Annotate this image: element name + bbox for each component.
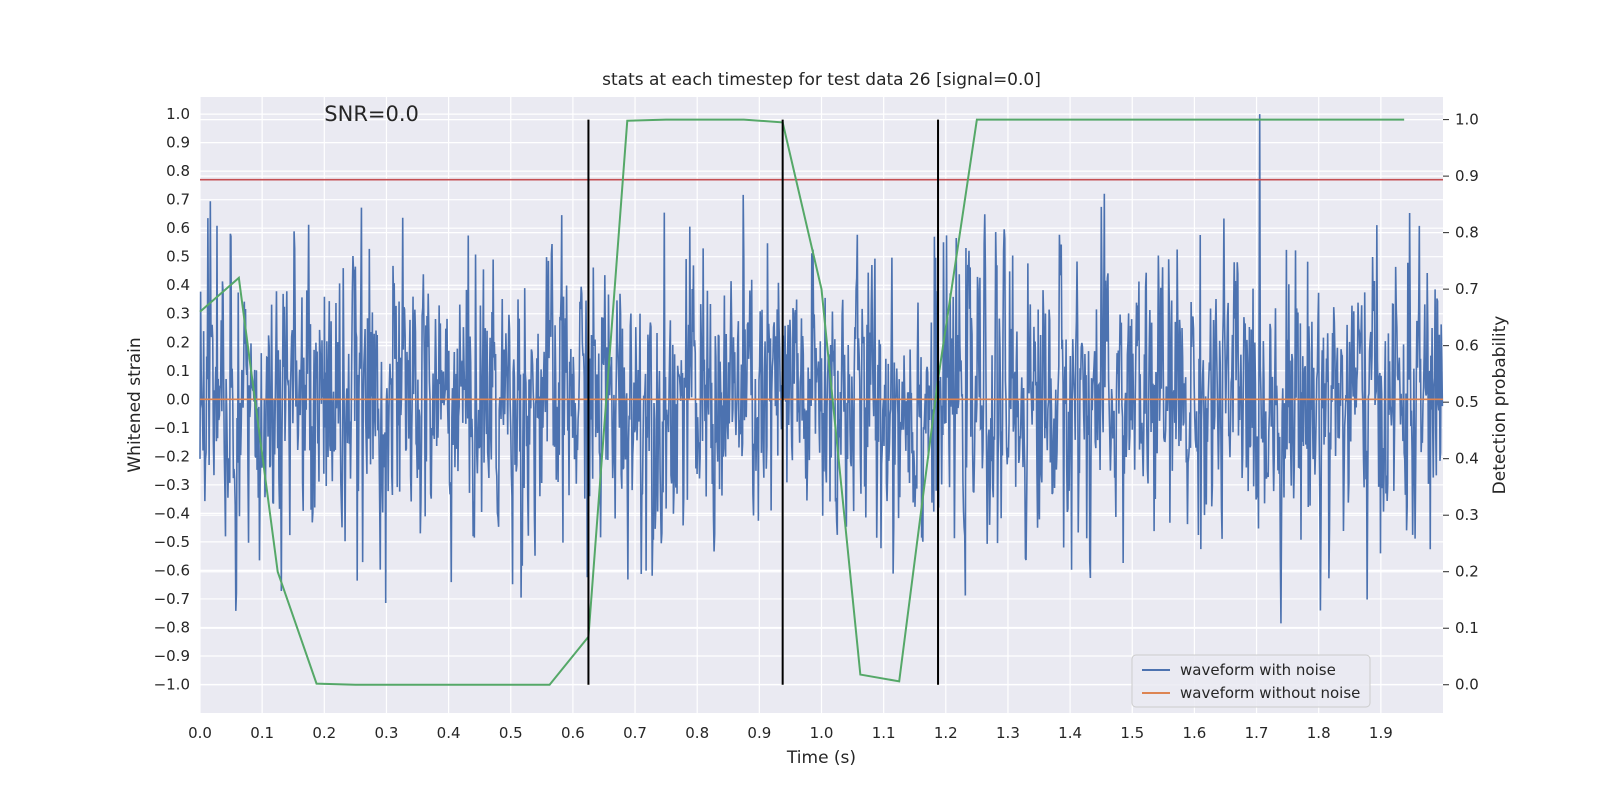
- x-tick-label: 0.6: [561, 724, 585, 742]
- y2-tick-label: 0.9: [1455, 167, 1479, 185]
- y-tick-label: 0.9: [166, 134, 190, 152]
- y2-tick-label: 0.0: [1455, 676, 1479, 694]
- y-tick-label: −0.2: [154, 447, 190, 465]
- x-tick-label: 0.7: [623, 724, 647, 742]
- x-tick-label: 1.5: [1120, 724, 1144, 742]
- y-tick-label: 0.2: [166, 333, 190, 351]
- y-tick-label: −0.5: [154, 533, 190, 551]
- y-axis-label: Whitened strain: [125, 337, 145, 472]
- y2-tick-label: 0.7: [1455, 280, 1479, 298]
- legend: waveform with noise waveform without noi…: [1131, 654, 1371, 708]
- y-tick-label: −0.1: [154, 419, 190, 437]
- y2-tick-label: 0.8: [1455, 224, 1479, 242]
- x-axis-label: Time (s): [786, 748, 856, 768]
- y-tick-label: −0.8: [154, 618, 190, 636]
- y-tick-label: −0.9: [154, 647, 190, 665]
- x-tick-label: 0.3: [375, 724, 399, 742]
- y-tick-label: 0.6: [166, 219, 190, 237]
- y-tick-label: 1.0: [166, 105, 190, 123]
- series-detection-probability: [199, 118, 1405, 686]
- x-tick-label: 0.8: [685, 724, 709, 742]
- y-tick-label: −0.6: [154, 561, 190, 579]
- series-waveform-with-noise: [199, 114, 1444, 624]
- x-tick-label: 0.5: [499, 724, 523, 742]
- y2-tick-label: 0.4: [1455, 450, 1479, 468]
- x-tick-label: 0.4: [437, 724, 461, 742]
- y2-tick-label: 0.1: [1455, 619, 1479, 637]
- x-tick-label: 1.0: [810, 724, 834, 742]
- x-tick-label: 1.8: [1307, 724, 1331, 742]
- legend-label-noisy: waveform with noise: [1180, 661, 1336, 679]
- y2-tick-label: 1.0: [1455, 111, 1479, 129]
- y-tick-label: 0.1: [166, 362, 190, 380]
- x-tick-label: 1.4: [1058, 724, 1082, 742]
- y-tick-label: −0.7: [154, 590, 190, 608]
- x-tick-label: 1.3: [996, 724, 1020, 742]
- y-tick-label: −0.3: [154, 476, 190, 494]
- legend-label-clean: waveform without noise: [1180, 684, 1360, 702]
- chart-title: stats at each timestep for test data 26 …: [602, 70, 1041, 90]
- y-tick-label: 0.5: [166, 248, 190, 266]
- y-tick-label: 0.4: [166, 276, 190, 294]
- x-tick-label: 1.1: [872, 724, 896, 742]
- y-tick-label: 0.8: [166, 162, 190, 180]
- x-tick-label: 0.9: [747, 724, 771, 742]
- y2-tick-label: 0.6: [1455, 337, 1479, 355]
- y2-tick-label: 0.5: [1455, 393, 1479, 411]
- snr-annotation: SNR=0.0: [324, 102, 419, 126]
- axes: 0.0 0.1 0.2 0.3 0.4 0.5 0.6 0.7 0.8 0.9 1.0 1.1 1.2 1…: [154, 105, 1479, 742]
- x-tick-label: 1.2: [934, 724, 958, 742]
- x-tick-label: 0.2: [312, 724, 336, 742]
- y2-tick-label: 0.2: [1455, 563, 1479, 581]
- y-tick-label: −0.4: [154, 504, 190, 522]
- x-tick-label: 0.0: [188, 724, 212, 742]
- y-tick-label: 0.3: [166, 305, 190, 323]
- y2-axis-label: Detection probability: [1490, 316, 1510, 495]
- y2-tick-label: 0.3: [1455, 506, 1479, 524]
- series-layer: [199, 114, 1444, 686]
- y-tick-label: 0.0: [166, 390, 190, 408]
- x-tick-label: 1.7: [1245, 724, 1269, 742]
- y-tick-label: −1.0: [154, 675, 190, 693]
- x-tick-label: 1.9: [1369, 724, 1393, 742]
- y-tick-label: 0.7: [166, 191, 190, 209]
- x-tick-label: 1.6: [1182, 724, 1206, 742]
- x-tick-label: 0.1: [250, 724, 274, 742]
- legend-box: [1131, 654, 1371, 708]
